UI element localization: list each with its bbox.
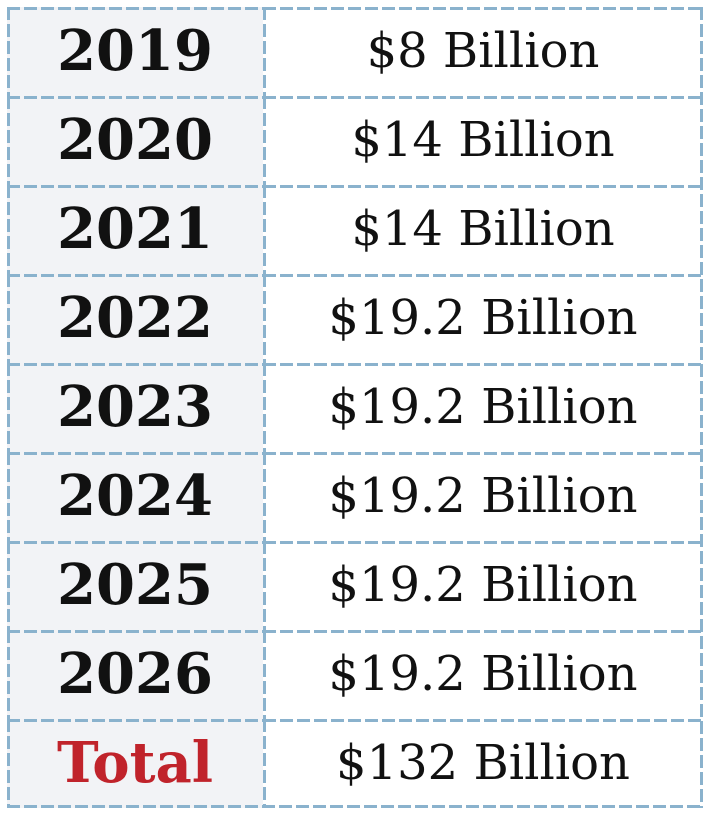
- amount-cell-2026: $19.2 Billion: [263, 630, 703, 719]
- total-label-cell: Total: [7, 719, 263, 808]
- year-cell-2019: 2019: [7, 7, 263, 96]
- year-cell-2026: 2026: [7, 630, 263, 719]
- amount-cell-2024: $19.2 Billion: [263, 452, 703, 541]
- amount-cell-2019: $8 Billion: [263, 7, 703, 96]
- year-cell-2021: 2021: [7, 185, 263, 274]
- amount-cell-2022: $19.2 Billion: [263, 274, 703, 363]
- amount-cell-2021: $14 Billion: [263, 185, 703, 274]
- amount-cell-2023: $19.2 Billion: [263, 363, 703, 452]
- year-cell-2023: 2023: [7, 363, 263, 452]
- year-cell-2020: 2020: [7, 96, 263, 185]
- total-amount-cell: $132 Billion: [263, 719, 703, 808]
- year-cell-2025: 2025: [7, 541, 263, 630]
- year-cell-2024: 2024: [7, 452, 263, 541]
- amount-cell-2025: $19.2 Billion: [263, 541, 703, 630]
- amount-cell-2020: $14 Billion: [263, 96, 703, 185]
- funding-table: 2019 $8 Billion 2020 $14 Billion 2021 $14 Bil…: [7, 7, 703, 808]
- year-cell-2022: 2022: [7, 274, 263, 363]
